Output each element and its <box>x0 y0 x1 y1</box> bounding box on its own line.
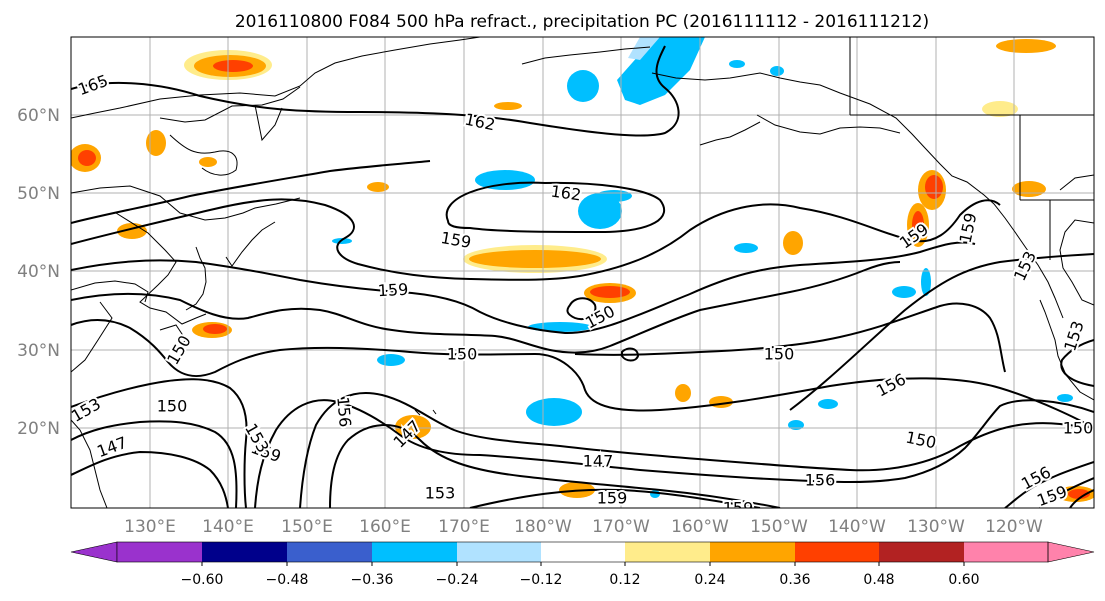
contour-label: 150 <box>1063 419 1094 438</box>
lat-label: 60°N <box>17 106 60 126</box>
lat-label: 30°N <box>17 341 60 361</box>
colorbar-tick-label: −0.24 <box>436 572 479 588</box>
colorbar-segment <box>372 542 457 562</box>
contour-label: 150 <box>764 345 795 364</box>
colorbar: −0.60 −0.48 −0.36 −0.24 −0.12 0.12 0.24 … <box>71 542 1094 588</box>
lon-label: 160°W <box>671 517 729 537</box>
colorbar-tick-label: −0.12 <box>520 572 563 588</box>
colorbar-segment <box>287 542 372 562</box>
lat-label: 20°N <box>17 419 60 439</box>
colorbar-tick-label: −0.36 <box>351 572 394 588</box>
colorbar-tick-label: −0.48 <box>266 572 309 588</box>
lon-label: 160°E <box>359 517 411 537</box>
contour-label: 156 <box>805 471 836 490</box>
lon-label: 170°E <box>438 517 490 537</box>
colorbar-tick-label: 0.36 <box>779 572 810 588</box>
colorbar-segment <box>202 542 287 562</box>
colorbar-tick-label: 0.48 <box>863 572 894 588</box>
lon-label: 150°E <box>281 517 333 537</box>
colorbar-segment <box>457 542 541 562</box>
contour-label: 159 <box>597 489 628 508</box>
lon-label: 140°W <box>828 517 886 537</box>
colorbar-segment <box>625 542 710 562</box>
map-panel: 1651621621591591591591561561561561531531… <box>68 37 1096 518</box>
colorbar-tick-label: 0.12 <box>609 572 640 588</box>
lon-label: 120°W <box>985 517 1043 537</box>
colorbar-segment <box>795 542 879 562</box>
lat-label: 50°N <box>17 184 60 204</box>
longitude-labels: 130°E 140°E 150°E 160°E 170°E 180°W 170°… <box>124 517 1043 537</box>
contour-label: 150 <box>157 397 188 416</box>
contour-label: 150 <box>447 345 478 364</box>
colorbar-extend-low <box>71 542 117 562</box>
map-title: 2016110800 F084 500 hPa refract., precip… <box>235 12 929 32</box>
colorbar-segment <box>879 542 964 562</box>
colorbar-segment <box>710 542 795 562</box>
lon-label: 130°W <box>907 517 965 537</box>
contour-label: 147 <box>583 452 614 471</box>
colorbar-segment <box>117 542 202 562</box>
colorbar-extend-high <box>1048 542 1094 562</box>
lon-label: 170°W <box>592 517 650 537</box>
colorbar-tick-label: −0.60 <box>181 572 224 588</box>
contour-label: 156 <box>333 396 355 428</box>
contour-label: 159 <box>377 280 408 301</box>
latitude-labels: 60°N 50°N 40°N 30°N 20°N <box>17 106 60 439</box>
lon-label: 140°E <box>202 517 254 537</box>
lon-label: 130°E <box>124 517 176 537</box>
lat-label: 40°N <box>17 262 60 282</box>
colorbar-segment <box>541 542 625 562</box>
contour-label: 153 <box>425 484 456 503</box>
lon-label: 180°W <box>514 517 572 537</box>
colorbar-segment <box>964 542 1048 562</box>
lon-label: 150°W <box>750 517 808 537</box>
colorbar-tick-label: 0.60 <box>948 572 979 588</box>
colorbar-tick-label: 0.24 <box>694 572 725 588</box>
